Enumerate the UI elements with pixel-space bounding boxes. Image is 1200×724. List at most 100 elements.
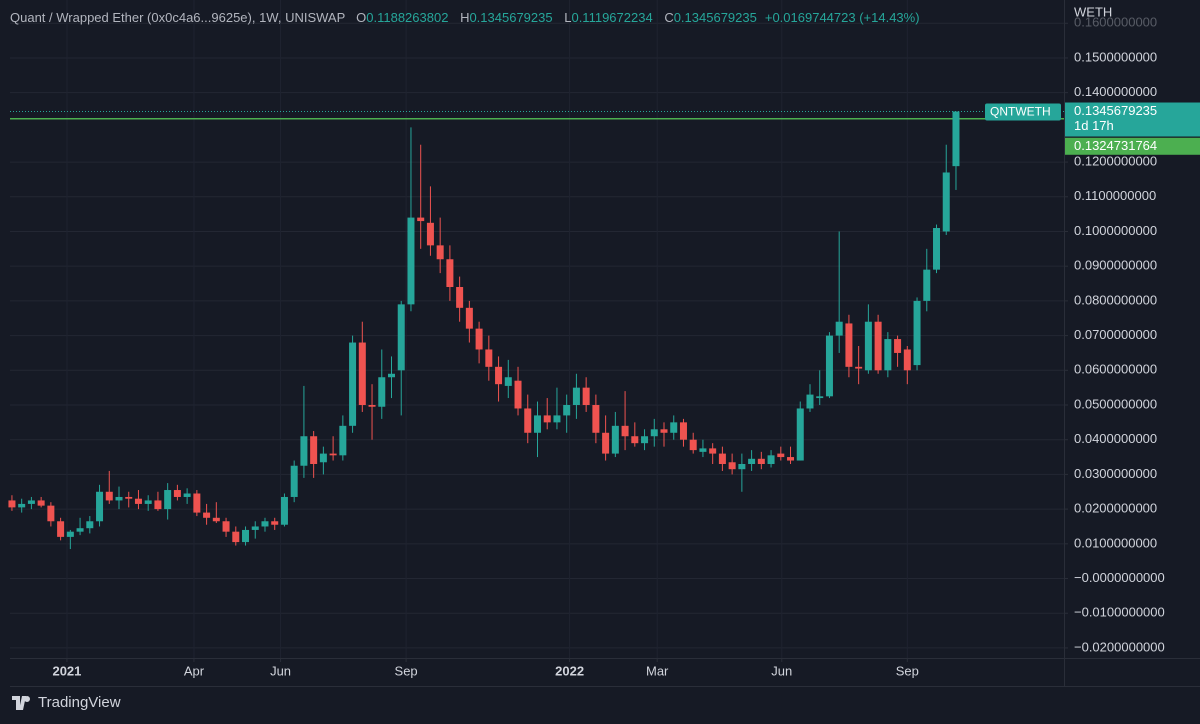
candle-body xyxy=(388,373,396,378)
candle-body xyxy=(105,491,113,501)
candle-body xyxy=(8,500,16,508)
series-label-box xyxy=(985,103,1061,121)
candle-body xyxy=(942,172,950,232)
candle-body xyxy=(290,465,298,497)
last-price-box xyxy=(1065,102,1200,137)
candle-body xyxy=(18,503,26,508)
y-tick-label: 0.1600000000 xyxy=(1074,15,1157,30)
candle-body xyxy=(465,307,473,329)
legend: Quant / Wrapped Ether (0x0c4a6...9625e),… xyxy=(10,10,928,25)
candle-body xyxy=(835,321,843,336)
y-tick-label: 0.1000000000 xyxy=(1074,223,1157,238)
ohlc-value: 0.1345679235 xyxy=(673,10,757,25)
candle-body xyxy=(280,496,288,525)
y-tick-label: 0.0300000000 xyxy=(1074,466,1157,481)
candle-body xyxy=(689,439,697,451)
footer: TradingView xyxy=(12,694,121,711)
candle-body xyxy=(709,448,717,454)
x-tick-label: Jun xyxy=(771,663,792,678)
ohlc-value: 0.1119672234 xyxy=(571,10,653,25)
y-tick-label: 0.1400000000 xyxy=(1074,84,1157,99)
candle-body xyxy=(777,453,785,458)
candle-body xyxy=(125,496,133,499)
candle-body xyxy=(933,228,941,270)
candle-body xyxy=(767,455,775,465)
x-tick-label: Mar xyxy=(646,663,669,678)
candle-body xyxy=(670,422,678,433)
candle-body xyxy=(553,415,561,423)
x-tick-label: Sep xyxy=(896,663,919,678)
ohlc-value: 0.1345679235 xyxy=(469,10,553,25)
candle-body xyxy=(679,422,687,440)
candle-body xyxy=(485,349,493,367)
candle-body xyxy=(903,349,911,371)
candle-body xyxy=(203,512,211,518)
x-tick-label: Jun xyxy=(270,663,291,678)
candle-body xyxy=(748,458,756,465)
candle-body xyxy=(845,323,853,367)
price-line-box xyxy=(1065,137,1200,155)
candle-body xyxy=(787,457,795,461)
candle-body xyxy=(86,521,94,529)
countdown: 1d 17h xyxy=(1074,118,1114,133)
candle-body xyxy=(397,304,405,371)
candle-body xyxy=(641,436,649,444)
candle-body xyxy=(436,245,444,260)
y-tick-label: 0.0700000000 xyxy=(1074,327,1157,342)
candle-body xyxy=(563,405,571,416)
candle-body xyxy=(456,287,464,308)
change: +0.0169744723 (+14.43%) xyxy=(764,10,920,25)
price-line-label: 0.1324731764 xyxy=(1074,138,1157,153)
last-price-label: 0.1345679235 xyxy=(1074,103,1157,118)
candle-body xyxy=(894,339,902,353)
candle-body xyxy=(368,405,376,407)
candle-body xyxy=(806,394,814,409)
candle-body xyxy=(329,453,337,456)
candle-body xyxy=(796,408,804,461)
candle-body xyxy=(76,528,84,532)
candle-body xyxy=(621,425,629,437)
x-tick-label: Apr xyxy=(184,663,205,678)
y-tick-label: 0.0100000000 xyxy=(1074,535,1157,550)
candle-body xyxy=(57,521,65,537)
candle-body xyxy=(242,529,250,543)
y-tick-label: 0.1100000000 xyxy=(1074,188,1156,203)
candle-body xyxy=(864,321,872,371)
candle-body xyxy=(300,436,308,466)
logo xyxy=(12,695,30,710)
y-tick-label: 0.0900000000 xyxy=(1074,258,1157,273)
brand: TradingView xyxy=(38,694,121,711)
candle-body xyxy=(37,500,45,506)
candle-body xyxy=(407,217,415,305)
candle-body xyxy=(134,498,142,504)
y-tick-label: 0.0500000000 xyxy=(1074,396,1157,411)
candle-body xyxy=(378,377,386,407)
y-tick-label: −0.0100000000 xyxy=(1074,605,1165,620)
y-tick-label: −0.0000000000 xyxy=(1074,570,1165,585)
y-tick-label: 0.0200000000 xyxy=(1074,501,1157,516)
candle-body xyxy=(524,408,532,433)
ohlc-key: L xyxy=(564,10,572,25)
y-axis-title: WETH xyxy=(1074,4,1112,19)
candle-body xyxy=(426,222,434,246)
x-tick-label: 2022 xyxy=(555,663,584,678)
y-tick-label: 0.0600000000 xyxy=(1074,362,1157,377)
candle-body xyxy=(582,387,590,406)
candle-body xyxy=(884,339,892,371)
candle-body xyxy=(319,453,327,463)
candle-body xyxy=(358,342,366,406)
x-tick-label: Sep xyxy=(395,663,418,678)
candle-body xyxy=(66,531,74,537)
y-tick-label: 0.0400000000 xyxy=(1074,431,1157,446)
candle-body xyxy=(154,500,162,510)
candle-body xyxy=(417,217,425,222)
candle-body xyxy=(913,300,921,366)
series-label: QNTWETH xyxy=(990,105,1051,119)
candle-body xyxy=(261,521,269,527)
candle-body xyxy=(96,491,104,522)
x-tick-label: 2021 xyxy=(52,663,81,678)
ohlc-value: 0.1188263802 xyxy=(366,10,449,25)
candle-body xyxy=(738,464,746,470)
candle-body xyxy=(699,448,707,452)
candle-body xyxy=(47,505,55,522)
